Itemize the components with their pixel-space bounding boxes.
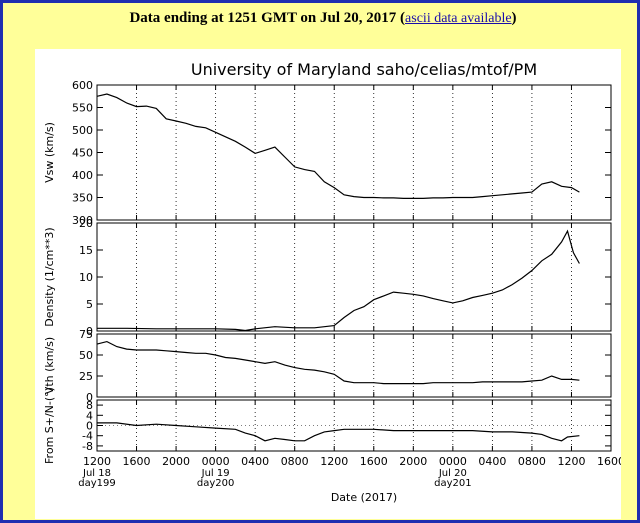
- y-axis-label: Vsw (km/s): [43, 122, 56, 183]
- x-tick-label: 0400: [478, 455, 506, 468]
- x-tick-label: 0800: [281, 455, 309, 468]
- y-tick-label: 550: [72, 102, 93, 115]
- y-axis-label: Density (1/cm**3): [43, 227, 56, 326]
- x-tick-label: 2000: [399, 455, 427, 468]
- y-tick-label: 25: [79, 370, 93, 383]
- y-axis-label: From S+/N-(°): [43, 387, 56, 464]
- series-line-density: [97, 229, 580, 332]
- y-tick-label: 20: [79, 217, 93, 230]
- x-tick-label: 1600: [360, 455, 388, 468]
- y-axis-label: Vth (km/s): [43, 337, 56, 394]
- x-tick-label: 1200: [320, 455, 348, 468]
- close-paren: ): [511, 10, 517, 26]
- day-label: day201: [434, 478, 471, 489]
- header-title: Data ending at 1251 GMT on Jul 20, 2017: [129, 10, 397, 26]
- day-label: day200: [197, 478, 234, 489]
- series-line-vsw: [96, 93, 580, 199]
- y-tick-label: 0: [86, 325, 93, 338]
- date-label: Jul 20: [438, 468, 467, 479]
- x-tick-label: 1200: [83, 455, 111, 468]
- solar-wind-chart: University of Maryland saho/celias/mtof/…: [43, 60, 625, 504]
- y-tick-label: 500: [72, 124, 93, 137]
- open-paren: (: [400, 10, 406, 26]
- x-tick-label: 1200: [557, 455, 585, 468]
- y-tick-label: 300: [72, 214, 93, 227]
- day-label: day199: [78, 478, 115, 489]
- y-tick-label: -4: [82, 430, 93, 443]
- x-tick-label: 2000: [162, 455, 190, 468]
- y-tick-label: 50: [79, 349, 93, 362]
- panel-frame-vth: [96, 333, 612, 398]
- y-tick-label: 400: [72, 169, 93, 182]
- x-tick-label: 1600: [597, 455, 621, 468]
- header: Data ending at 1251 GMT on Jul 20, 2017 …: [3, 10, 640, 27]
- plot-area: University of Maryland saho/celias/mtof/…: [35, 49, 625, 519]
- y-tick-label: 0: [86, 391, 93, 404]
- x-tick-label: 0400: [241, 455, 269, 468]
- y-tick-label: 8: [86, 399, 93, 412]
- y-tick-label: 4: [86, 409, 93, 422]
- y-tick-label: 350: [72, 192, 93, 205]
- y-tick-label: 5: [86, 298, 93, 311]
- chart-title: University of Maryland saho/celias/mtof/…: [191, 60, 537, 79]
- x-tick-label: 0000: [202, 455, 230, 468]
- y-tick-label: -8: [82, 440, 93, 453]
- x-tick-label: 0800: [518, 455, 546, 468]
- series-line-flow-angle: [97, 422, 580, 442]
- x-tick-label: 0000: [439, 455, 467, 468]
- panel-frame-vsw: [96, 84, 612, 221]
- x-tick-label: 1600: [123, 455, 151, 468]
- y-tick-label: 75: [79, 328, 93, 341]
- x-axis-label: Date (2017): [331, 491, 397, 504]
- y-tick-label: 450: [72, 147, 93, 160]
- series-line-vth: [96, 340, 580, 385]
- y-tick-label: 10: [79, 271, 93, 284]
- y-tick-label: 15: [79, 244, 93, 257]
- date-label: Jul 18: [82, 468, 111, 479]
- y-tick-label: 600: [72, 79, 93, 92]
- panel-frame-density: [96, 222, 612, 332]
- date-label: Jul 19: [201, 468, 230, 479]
- ascii-data-link[interactable]: ascii data available: [405, 11, 512, 26]
- y-tick-label: 0: [86, 420, 93, 433]
